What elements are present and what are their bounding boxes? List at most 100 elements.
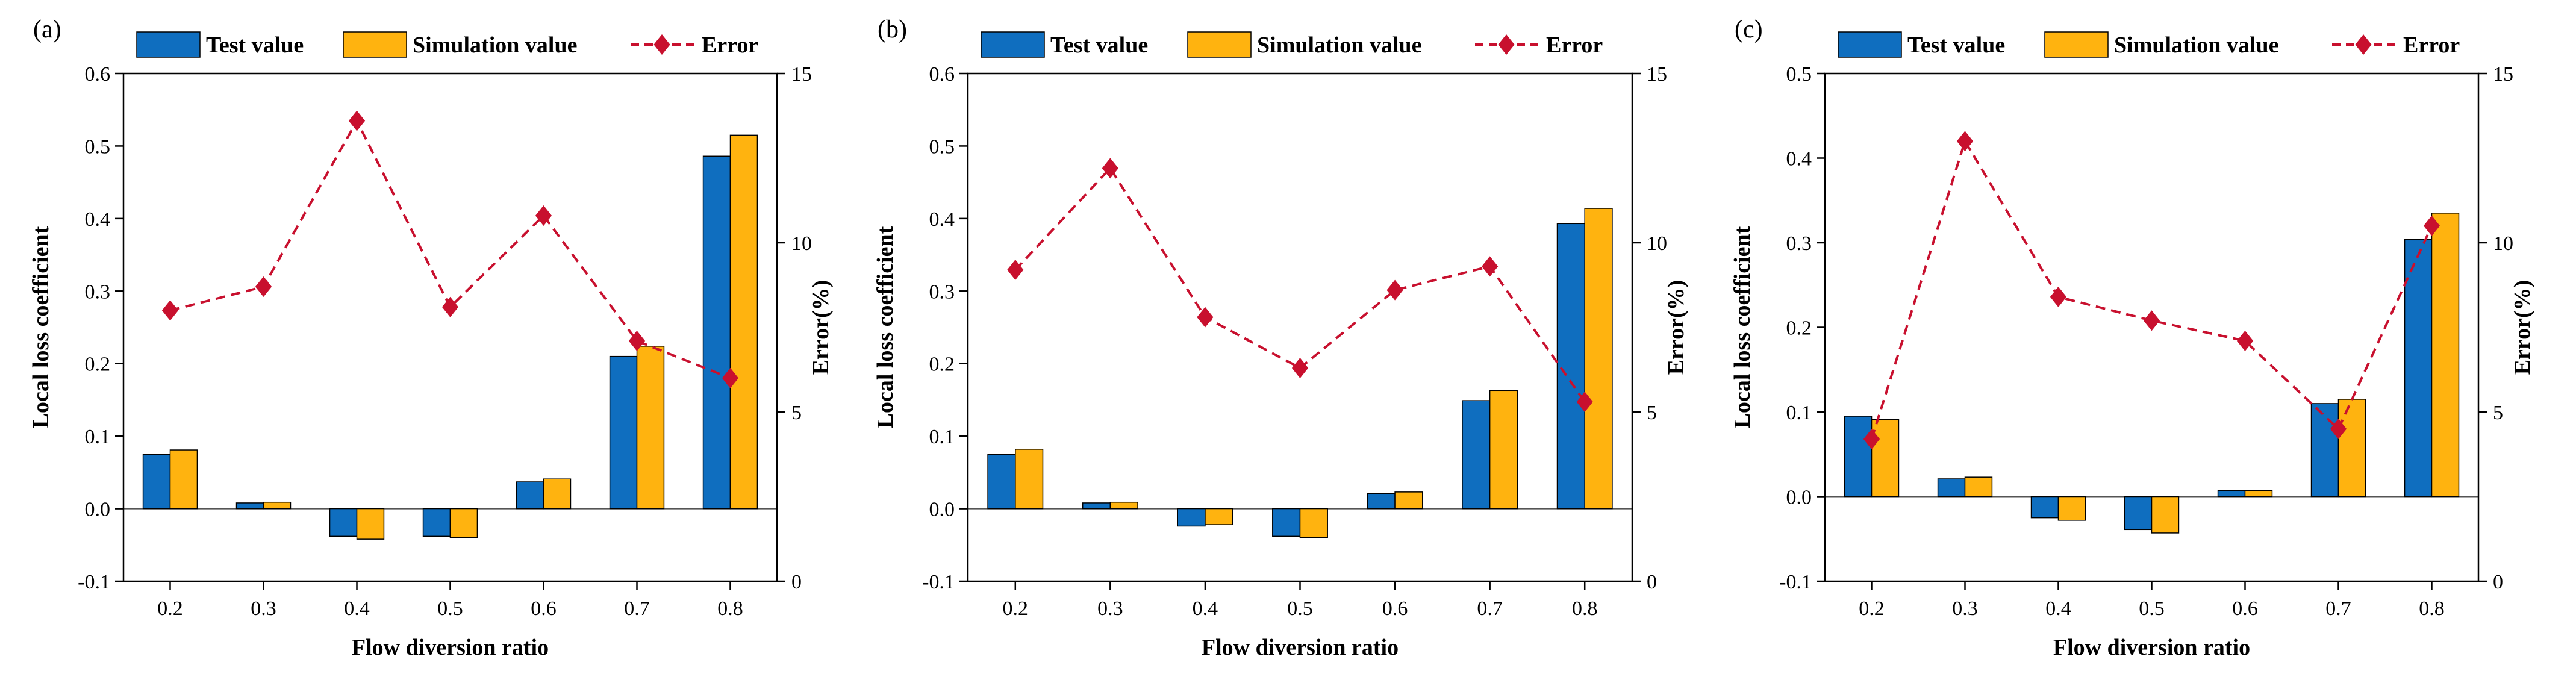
chart-panel-b: -0.1 0.0 0.1 0.2 0.3 0.4 0.5 0.6 0 5 10 15 0.2 0.3 0.4… [873, 16, 1689, 660]
y2-tick-label: 5 [2493, 402, 2503, 424]
y-tick-label: 0.2 [1786, 317, 1812, 340]
bar-simulation-value [636, 346, 665, 510]
legend-swatch-simulation [2044, 31, 2109, 58]
error-point [161, 300, 179, 321]
legend-marker-error [653, 34, 670, 55]
error-point [1007, 259, 1024, 280]
x-tick-label: 0.2 [1003, 597, 1029, 620]
legend: Test value Simulation value Error [981, 31, 1603, 58]
y-tick-label: 0.3 [929, 281, 955, 303]
legend: Test value Simulation value Error [1838, 31, 2460, 58]
error-point [535, 205, 552, 226]
plot-frame [122, 72, 778, 582]
y2-axis-title: Error(%) [808, 280, 834, 375]
legend-marker-error [2355, 34, 2372, 55]
bar-test-value [1937, 478, 1966, 498]
x-tick-label: 0.3 [1952, 597, 1978, 620]
x-tick-label: 0.2 [1859, 597, 1885, 620]
x-tick-label: 0.2 [157, 597, 183, 620]
x-tick-label: 0.5 [1287, 597, 1313, 620]
y2-axis-title: Error(%) [1664, 280, 1689, 375]
y-axis-title: Local loss coefficient [1730, 226, 1755, 428]
x-tick-label: 0.3 [251, 597, 276, 620]
y-tick-label: 0.1 [1786, 402, 1812, 424]
y-tick-label: 0.5 [1786, 63, 1812, 86]
legend-swatch-simulation [343, 31, 407, 58]
bar-simulation-value [543, 478, 572, 510]
x-tick-label: 0.7 [624, 597, 650, 620]
legend-swatch-test [1838, 31, 1902, 58]
error-point [2236, 330, 2254, 351]
y2-tick-label: 10 [791, 232, 812, 255]
bar-simulation-value [1299, 508, 1328, 538]
legend-label-test: Test value [1907, 33, 2005, 58]
y2-tick-label: 15 [791, 63, 812, 86]
legend-label-simulation: Simulation value [413, 33, 577, 58]
legend-label-simulation: Simulation value [2114, 33, 2278, 58]
bar-simulation-value [1871, 419, 1900, 498]
error-line [1870, 138, 2433, 440]
y-tick-label: 0.4 [1786, 148, 1812, 170]
error-point [722, 367, 739, 388]
error-point [1576, 392, 1593, 413]
panel-label: (b) [878, 16, 907, 43]
y-tick-label: 0.0 [85, 499, 111, 521]
bar-simulation-value [169, 449, 198, 510]
error-point [2330, 419, 2347, 440]
bar-test-value [2310, 403, 2339, 498]
y2-tick-label: 15 [2493, 63, 2513, 86]
bar-test-value [609, 355, 638, 510]
error-point [628, 330, 646, 351]
error-point [1956, 131, 1974, 152]
y-tick-label: 0.5 [929, 136, 955, 158]
legend-label-error: Error [2403, 33, 2460, 58]
y-tick-label: -0.1 [78, 571, 110, 593]
bar-simulation-value [1015, 449, 1044, 510]
y-tick-label: -0.1 [1779, 571, 1812, 593]
y2-axis-title: Error(%) [2510, 280, 2535, 375]
bar-simulation-value [1584, 208, 1613, 510]
y2-tick-label: 5 [791, 402, 802, 424]
legend-label-test: Test value [1050, 33, 1148, 58]
legend-label-test: Test value [206, 33, 304, 58]
error-point [2143, 310, 2160, 331]
x-tick-label: 0.6 [531, 597, 557, 620]
bar-simulation-value [2244, 490, 2273, 498]
legend-label-error: Error [702, 33, 758, 58]
y-axis-title: Local loss coefficient [28, 226, 54, 428]
bar-simulation-value [356, 508, 385, 540]
y2-tick-label: 0 [1647, 571, 1657, 593]
bar-test-value [1844, 416, 1873, 498]
bar-test-value [235, 502, 264, 510]
bar-simulation-value [1205, 508, 1233, 525]
x-tick-label: 0.4 [1193, 597, 1218, 620]
y-tick-label: 0.6 [85, 63, 111, 86]
bar-test-value [1367, 493, 1396, 510]
x-tick-label: 0.8 [2419, 597, 2445, 620]
y-tick-label: 0.4 [929, 208, 955, 231]
x-tick-label: 0.3 [1097, 597, 1123, 620]
bar-simulation-value [2151, 496, 2180, 534]
x-tick-label: 0.7 [1477, 597, 1503, 620]
bar-simulation-value [1489, 390, 1518, 510]
legend: Test value Simulation value Error [136, 31, 758, 58]
bar-test-value [329, 508, 358, 537]
plot-frame [967, 72, 1633, 582]
y-tick-label: 0.0 [1786, 487, 1812, 509]
legend-marker-error [1498, 34, 1515, 55]
bar-simulation-value [1964, 476, 1993, 498]
y2-tick-label: 0 [2493, 571, 2503, 593]
y-tick-label: 0.1 [929, 426, 955, 448]
error-point [255, 276, 272, 298]
y-tick-label: 0.5 [85, 136, 111, 158]
y-tick-label: 0.3 [85, 281, 111, 303]
y2-tick-label: 5 [1647, 402, 1657, 424]
y-tick-label: 0.6 [929, 63, 955, 86]
bar-test-value [2030, 496, 2059, 519]
x-tick-label: 0.8 [717, 597, 743, 620]
legend-label-error: Error [1546, 33, 1603, 58]
error-point [2050, 286, 2067, 307]
error-point [1291, 357, 1309, 378]
error-point [1386, 279, 1403, 301]
